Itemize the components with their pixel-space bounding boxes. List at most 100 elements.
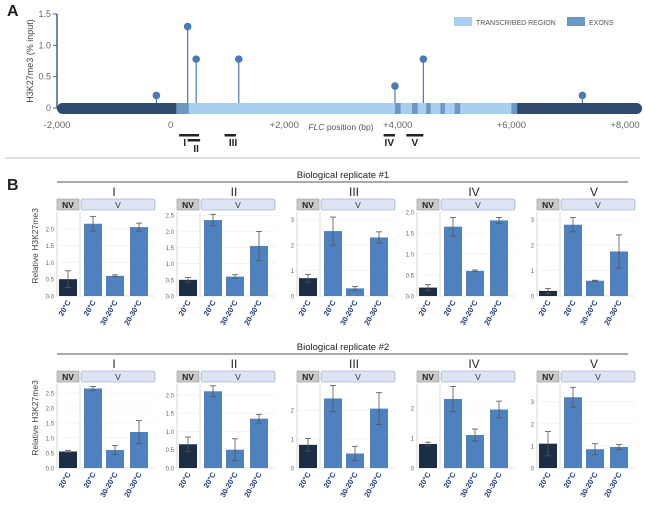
- v-header-label: V: [595, 200, 601, 210]
- category-label: 20-30°C: [362, 470, 384, 499]
- v-header-label: V: [355, 200, 361, 210]
- category-label: 20°C: [537, 298, 553, 318]
- bar: [130, 227, 148, 296]
- category-label: 20-30°C: [482, 298, 504, 327]
- nv-header: [536, 370, 560, 383]
- y-tick-label: 2: [291, 244, 295, 250]
- y-tick-label: 0: [411, 467, 415, 473]
- y-tick-label: 2.5: [46, 392, 55, 398]
- category-label: 20°C: [202, 470, 218, 490]
- y-tick-label: 0.5: [46, 278, 55, 284]
- bar: [444, 226, 462, 296]
- panel-b-charts: Biological replicate #1 Relative H3K27me3…: [30, 170, 636, 499]
- bar: [419, 287, 437, 296]
- v-header-label: V: [115, 372, 121, 382]
- y-tick-label: 0: [291, 467, 295, 473]
- v-header: [80, 198, 156, 211]
- y-tick-label: 0.0: [166, 295, 175, 301]
- y-tick-label: 1.0: [166, 430, 175, 436]
- y-tick-label: 0.5: [46, 452, 55, 458]
- group-label: I: [112, 357, 115, 371]
- nv-header-label: NV: [422, 200, 434, 210]
- category-label: 20°C: [57, 470, 73, 490]
- y-tick-label: 1: [291, 269, 295, 275]
- region-bar: [187, 139, 201, 142]
- y-tick-label: 2.0: [46, 227, 55, 233]
- v-header-label: V: [475, 200, 481, 210]
- bar: [59, 451, 77, 468]
- y-tick-label: 1.5: [38, 9, 51, 19]
- group-label: IV: [468, 357, 479, 371]
- lollipop-point: [234, 55, 243, 63]
- v-header: [320, 370, 396, 383]
- bar: [106, 275, 124, 296]
- bar: [490, 220, 508, 296]
- y-tick-label: 0.5: [406, 274, 415, 280]
- region-bar: [406, 134, 424, 137]
- y-tick-label: 2.0: [166, 230, 175, 236]
- replicate-title: Biological replicate #1: [297, 170, 389, 181]
- x-tick-label: +4,000: [383, 120, 412, 131]
- bar: [610, 251, 628, 296]
- y-tick-label: 0.0: [406, 295, 415, 301]
- category-label: 20°C: [57, 298, 73, 318]
- bar: [346, 288, 364, 296]
- bar: [84, 388, 102, 468]
- y-tick-label: 2.0: [406, 211, 415, 217]
- exon: [394, 103, 401, 114]
- exon: [426, 103, 431, 114]
- nv-header-label: NV: [62, 372, 74, 382]
- y-tick-label: 1: [531, 444, 535, 450]
- category-label: 20°C: [297, 298, 313, 318]
- category-label: 20°C: [322, 470, 338, 490]
- y-tick-label: 2: [411, 407, 415, 413]
- y-tick-label: 0: [531, 467, 535, 473]
- y-tick-label: 3: [531, 218, 535, 224]
- category-label: 20°C: [562, 298, 578, 318]
- category-label: 30-20°C: [98, 298, 120, 327]
- region-label: IV: [385, 138, 395, 149]
- y-tick-label: 3: [291, 218, 295, 224]
- category-label: 20°C: [82, 470, 98, 490]
- legend-swatch-exons: [567, 17, 585, 26]
- y-tick-label: 1.5: [166, 246, 175, 252]
- group-label: III: [349, 185, 359, 199]
- bar: [250, 418, 268, 468]
- region-bar: [383, 134, 395, 137]
- category-label: 20°C: [562, 470, 578, 490]
- legend-label-transcribed: TRANSCRIBED REGION: [476, 20, 556, 27]
- group-label: I: [112, 185, 115, 199]
- v-header: [440, 370, 516, 383]
- x-axis-label-gene: FLC: [308, 122, 325, 132]
- category-label: 20°C: [537, 470, 553, 490]
- y-tick-label: 2: [531, 244, 535, 250]
- y-tick-label: 0.0: [46, 467, 55, 473]
- y-tick-label: 1.5: [46, 422, 55, 428]
- category-label: 30-20°C: [458, 298, 480, 327]
- x-axis-label: FLC position (bp): [308, 122, 373, 132]
- y-tick-label: 0: [291, 295, 295, 301]
- bar: [466, 435, 484, 468]
- y-tick-label: 2: [531, 422, 535, 428]
- bar: [179, 444, 197, 468]
- category-label: 20-30°C: [602, 298, 624, 327]
- group-label: II: [231, 357, 238, 371]
- lollipop-point: [578, 91, 587, 100]
- y-tick-label: 1.5: [166, 412, 175, 418]
- bar: [299, 444, 317, 468]
- bar: [419, 444, 437, 468]
- lollipop-point: [391, 82, 399, 90]
- y-tick-label: 0.5: [166, 278, 175, 284]
- lollipop-point: [152, 91, 161, 100]
- category-label: 20°C: [417, 470, 433, 490]
- y-tick-label: 0.0: [166, 467, 175, 473]
- lollipop-point: [192, 55, 200, 63]
- bar: [250, 245, 268, 296]
- category-label: 30-20°C: [98, 470, 120, 499]
- y-tick-label: 2.0: [166, 393, 175, 399]
- category-label: 30-20°C: [338, 470, 360, 499]
- bar: [204, 220, 222, 296]
- nv-header-label: NV: [302, 372, 314, 382]
